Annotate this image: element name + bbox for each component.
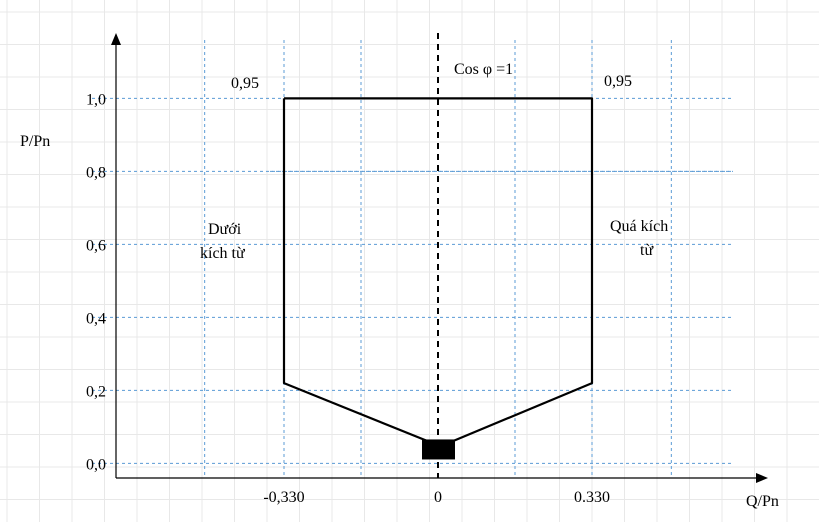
- under-excited-label-line2: kích từ: [200, 245, 246, 262]
- y-tick-label: 1,0: [86, 91, 106, 108]
- y-tick-label: 0,4: [86, 310, 106, 327]
- y-tick-label: 0,2: [86, 383, 106, 400]
- x-tick-label: -0,330: [263, 489, 304, 506]
- pf-left-label: 0,95: [231, 75, 259, 92]
- pf-right-label: 0,95: [604, 73, 632, 90]
- capability-curve: [282, 97, 594, 460]
- x-axis-label: Q/Pn: [746, 493, 779, 510]
- y-tick-label: 0,6: [86, 237, 106, 254]
- cos-phi-label: Cos φ =1: [454, 61, 513, 78]
- over-excited-label-line2: từ: [640, 242, 654, 259]
- tick-labels: 0,0 0,2 0,4 0,6 0,8 1,0 -0,330 0 0.330: [86, 91, 610, 506]
- x-tick-label: 0.330: [574, 489, 610, 506]
- y-tick-label: 0,8: [86, 164, 106, 181]
- dashed-gridlines: [92, 40, 733, 478]
- origin-marker-block: [422, 439, 455, 460]
- under-excited-label-line1: Dưới: [208, 221, 242, 238]
- over-excited-label-line1: Quá kích: [610, 218, 668, 235]
- x-tick-label: 0: [434, 489, 442, 506]
- x-axis-arrow: [756, 473, 768, 483]
- y-axis-label: P/Pn: [20, 133, 50, 150]
- y-tick-label: 0,0: [86, 456, 106, 473]
- y-axis-arrow: [111, 33, 121, 45]
